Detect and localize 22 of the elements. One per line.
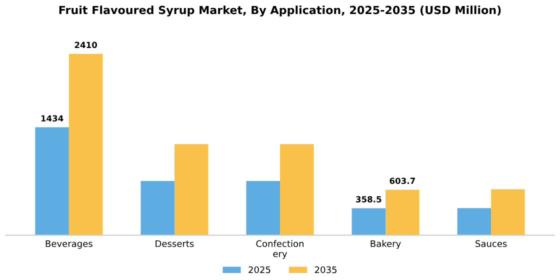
bar xyxy=(174,144,208,236)
x-tick-label: Confection ery xyxy=(256,240,304,259)
x-tick-label: Sauces xyxy=(476,240,507,248)
bar xyxy=(246,181,280,236)
bar xyxy=(386,190,420,236)
bar xyxy=(140,181,174,236)
x-tick-label: Desserts xyxy=(156,240,194,248)
x-tick-label: Beverages xyxy=(46,240,92,249)
legend-label: 2025 xyxy=(248,266,270,274)
bar xyxy=(35,127,69,236)
data-label: 2410 xyxy=(74,42,98,48)
data-label: 358.5 xyxy=(356,196,382,202)
legend-label: 2035 xyxy=(314,266,336,274)
x-tick-label: Bakery xyxy=(370,240,401,249)
data-label: 1434 xyxy=(41,115,64,122)
chart-title: Fruit Flavoured Syrup Market, By Application, 2025-2035 (USD Million) xyxy=(59,6,501,16)
data-label: 603.7 xyxy=(390,178,415,184)
bar xyxy=(491,189,525,236)
bar xyxy=(68,54,103,236)
bar xyxy=(280,144,314,236)
bar xyxy=(457,208,492,236)
bar xyxy=(352,208,386,236)
